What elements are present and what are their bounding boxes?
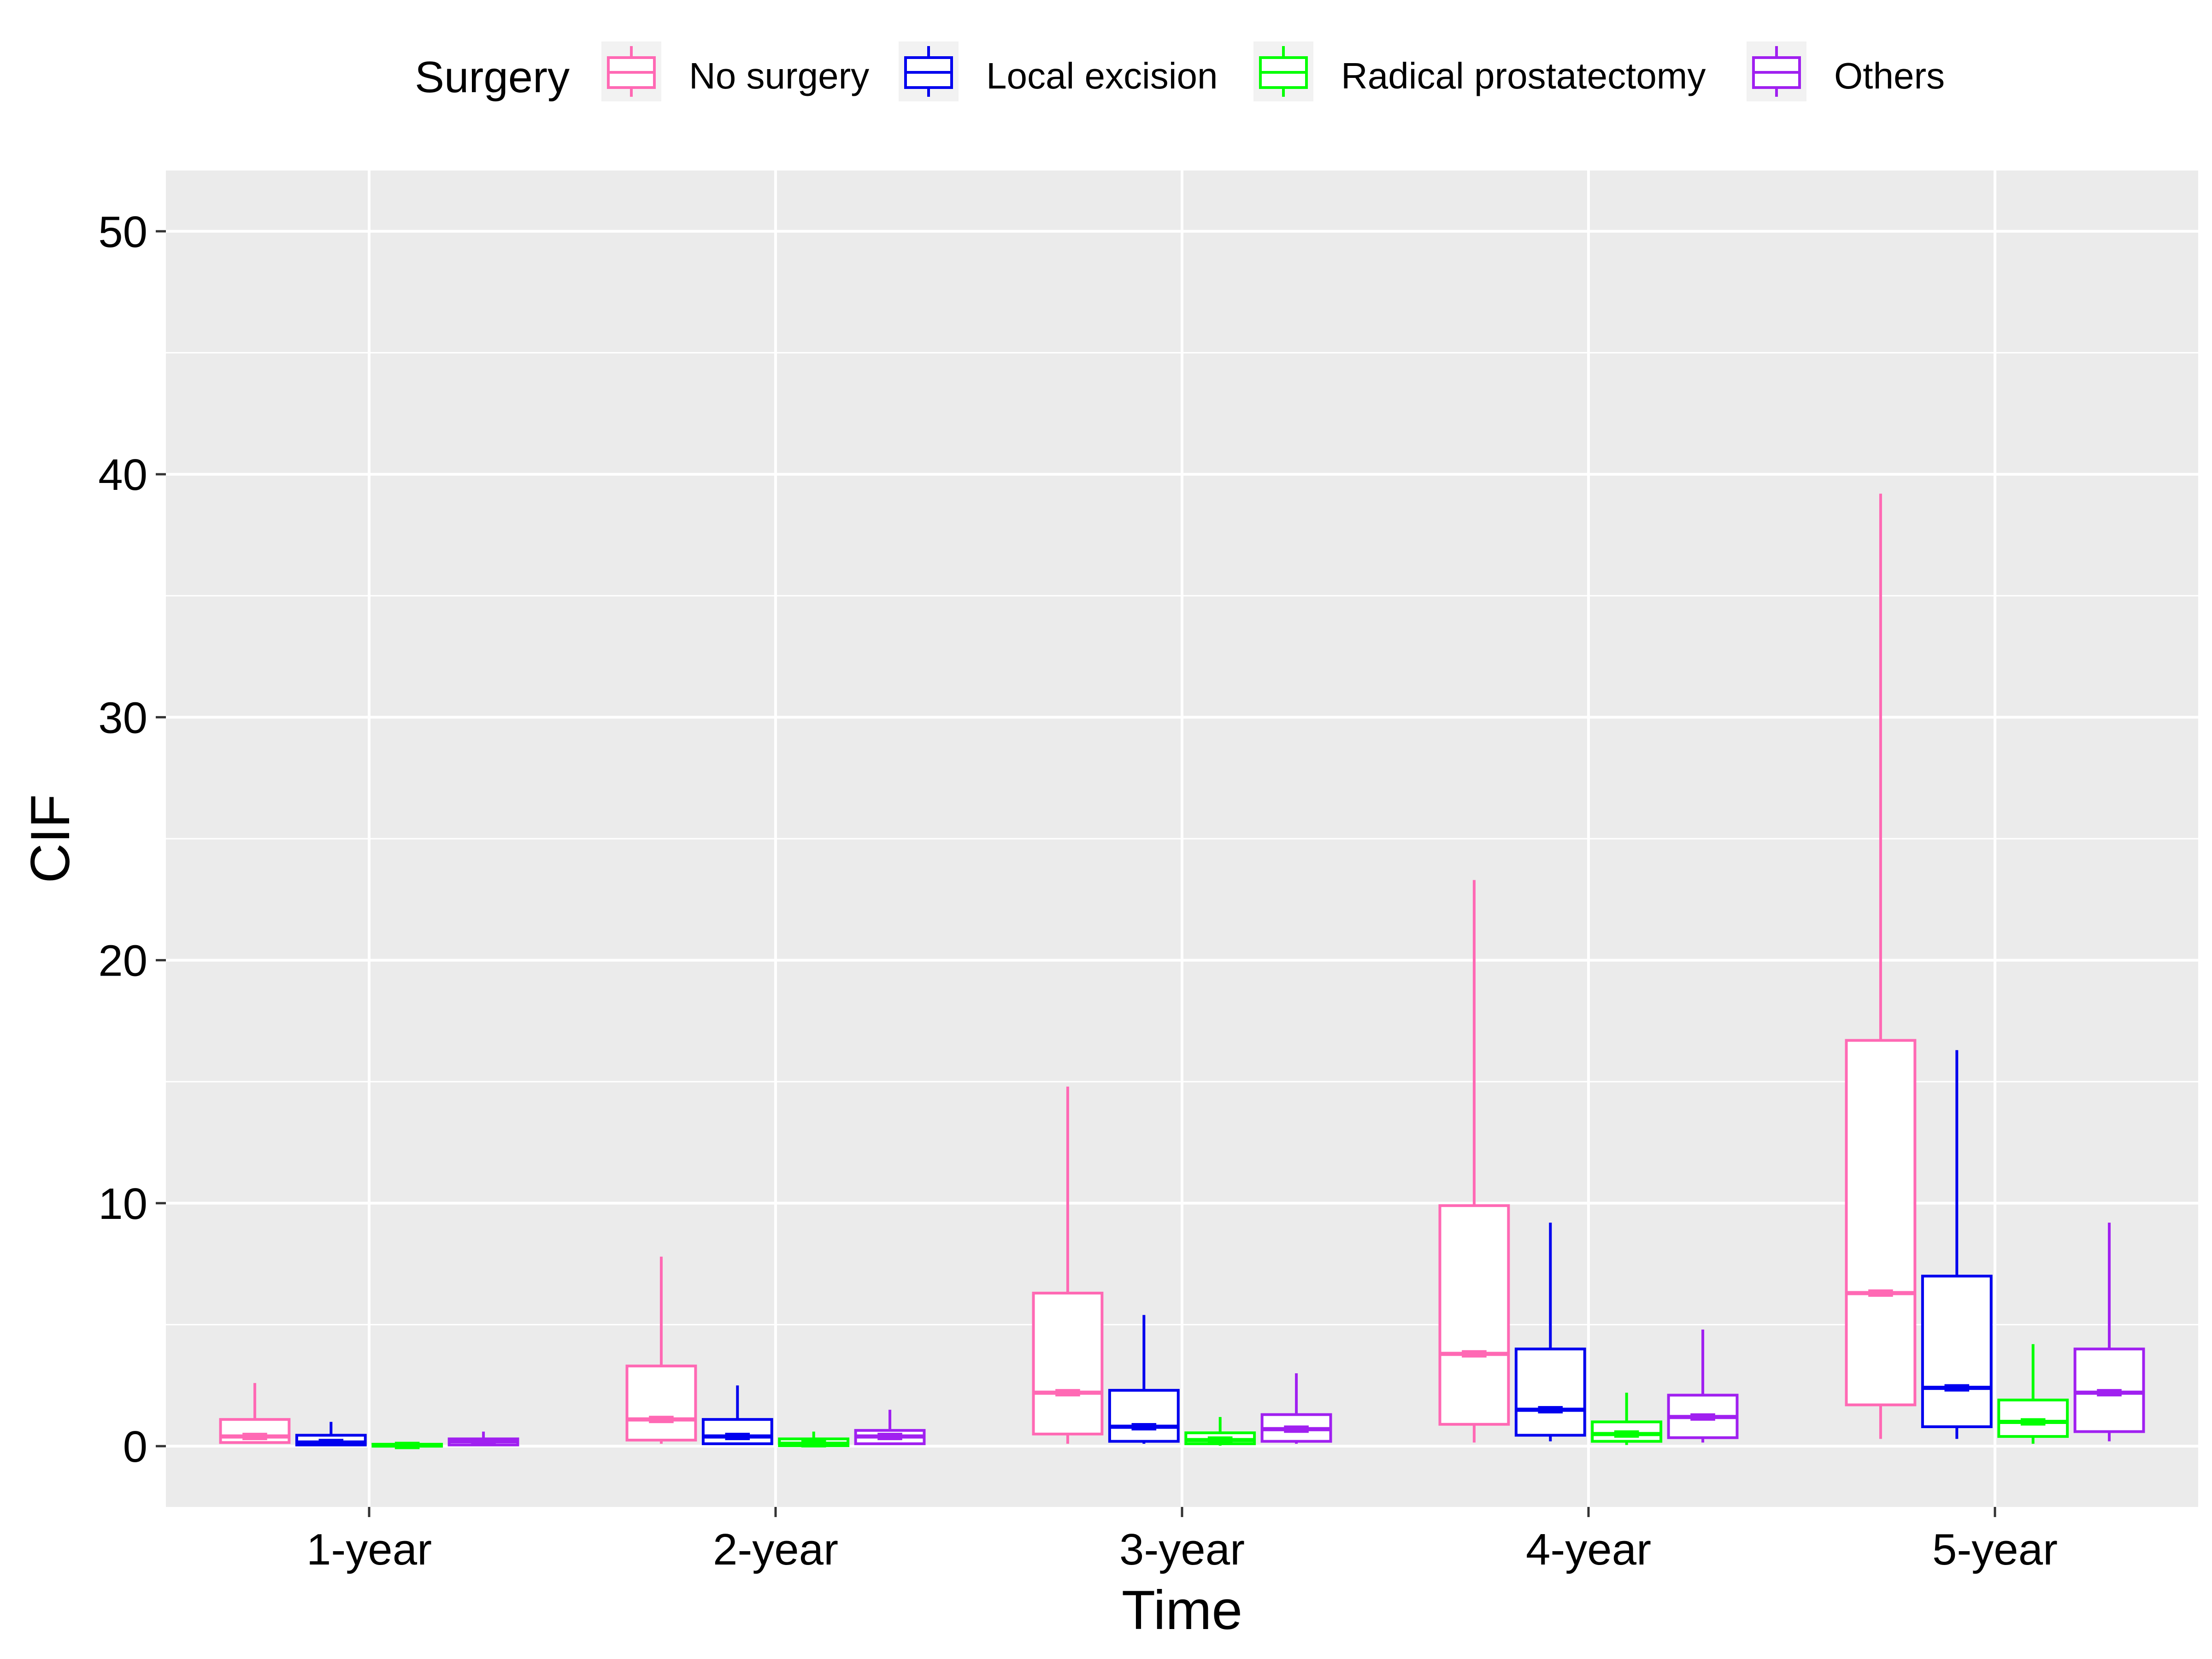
- series-others: [447, 1223, 2145, 1447]
- box-iqr: [1514, 1347, 1586, 1437]
- median-marker: [1944, 1384, 1970, 1392]
- legend-item: Radical prostatectomy: [1253, 41, 1706, 101]
- median-marker: [1207, 1436, 1233, 1444]
- legend-label: Local excision: [986, 55, 1218, 96]
- box: [1921, 1050, 1993, 1439]
- median-marker: [877, 1433, 902, 1441]
- x-tick-label: 4-year: [1526, 1525, 1651, 1574]
- y-tick-label: 40: [98, 450, 147, 500]
- x-tick-label: 1-year: [306, 1525, 432, 1574]
- series-radical-prostatectomy: [371, 1344, 2069, 1449]
- median-marker: [1055, 1389, 1080, 1397]
- median-marker: [725, 1433, 750, 1441]
- box-iqr: [1845, 1039, 1917, 1406]
- box-iqr: [1108, 1388, 1180, 1443]
- median-marker: [2020, 1418, 2046, 1426]
- y-tick-label: 30: [98, 693, 147, 742]
- median-marker: [318, 1439, 344, 1447]
- median-marker: [1284, 1425, 1309, 1433]
- box: [447, 1431, 519, 1447]
- legend-label: Others: [1834, 55, 1945, 96]
- box: [295, 1422, 367, 1447]
- box: [1108, 1315, 1180, 1444]
- box: [2073, 1223, 2145, 1441]
- series-local-excision: [295, 1050, 1993, 1447]
- box: [778, 1431, 850, 1447]
- box: [1591, 1393, 1663, 1445]
- box: [371, 1441, 443, 1449]
- median-marker: [1131, 1423, 1157, 1430]
- legend-item: Others: [1747, 41, 1945, 101]
- y-tick-label: 0: [123, 1422, 147, 1471]
- x-tick-label: 3-year: [1119, 1525, 1245, 1574]
- y-tick-label: 50: [98, 207, 147, 257]
- box-iqr: [1921, 1275, 1993, 1428]
- legend-title: Surgery: [415, 53, 570, 102]
- box: [854, 1410, 926, 1445]
- box: [625, 1256, 697, 1444]
- box: [1997, 1344, 2069, 1444]
- median-marker: [394, 1441, 420, 1449]
- box: [1845, 494, 1917, 1439]
- box: [1438, 880, 1510, 1443]
- median-marker: [1614, 1430, 1639, 1438]
- legend-label: Radical prostatectomy: [1341, 55, 1706, 96]
- y-axis-title: CIF: [19, 794, 81, 883]
- median-marker: [801, 1440, 826, 1447]
- x-tick-label: 5-year: [1932, 1525, 2058, 1574]
- x-axis: 1-year 2-year 3-year 4-year 5-year: [306, 1507, 2058, 1574]
- legend-item: No surgery: [601, 41, 869, 101]
- box: [1514, 1223, 1586, 1441]
- median-marker: [2097, 1389, 2122, 1397]
- y-tick-label: 20: [98, 936, 147, 986]
- box: [1032, 1086, 1104, 1444]
- median-marker: [242, 1433, 267, 1441]
- x-tick-label: 2-year: [713, 1525, 838, 1574]
- legend-item: Local excision: [899, 41, 1218, 101]
- legend: Surgery No surgery Local excision Radical …: [415, 41, 1945, 102]
- median-marker: [649, 1416, 674, 1424]
- box-iqr: [625, 1365, 697, 1442]
- box-iqr: [1438, 1204, 1510, 1426]
- box: [701, 1385, 773, 1445]
- y-tick-label: 10: [98, 1179, 147, 1229]
- median-marker: [1538, 1406, 1563, 1414]
- series-no-surgery: [219, 494, 1917, 1444]
- box: [1260, 1373, 1332, 1444]
- box-iqr: [1032, 1292, 1104, 1435]
- box-iqr: [219, 1418, 291, 1444]
- box-series-group: [219, 494, 2145, 1449]
- median-marker: [471, 1437, 496, 1445]
- median-marker: [1690, 1413, 1715, 1421]
- box: [1667, 1330, 1739, 1443]
- y-axis: 0 10 20 30 40 50: [98, 207, 166, 1471]
- median-marker: [1868, 1289, 1893, 1297]
- box: [1184, 1417, 1256, 1446]
- legend-label: No surgery: [689, 55, 869, 96]
- x-axis-title: Time: [1122, 1579, 1242, 1641]
- box: [219, 1383, 291, 1444]
- median-marker: [1462, 1350, 1487, 1358]
